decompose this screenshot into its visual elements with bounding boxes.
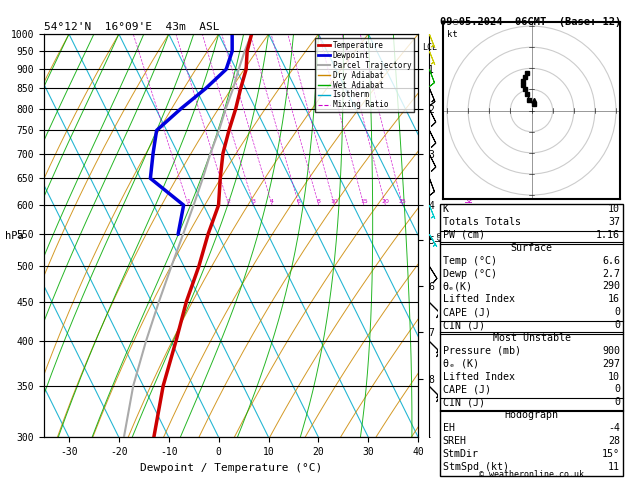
Text: Most Unstable: Most Unstable <box>493 333 571 343</box>
Text: 11: 11 <box>608 462 620 472</box>
Text: 09☉05.2024  06GMT  (Base: 12): 09☉05.2024 06GMT (Base: 12) <box>440 17 621 27</box>
Text: 25: 25 <box>399 199 406 204</box>
Text: kt: kt <box>447 30 458 39</box>
Text: θₑ (K): θₑ (K) <box>443 359 479 369</box>
Text: 290: 290 <box>602 281 620 292</box>
Text: -4: -4 <box>608 423 620 433</box>
Text: Lifted Index: Lifted Index <box>443 295 515 304</box>
Text: Totals Totals: Totals Totals <box>443 217 521 227</box>
Y-axis label: km
ASL: km ASL <box>435 228 455 243</box>
Text: Surface: Surface <box>511 243 552 253</box>
Text: Dewp (°C): Dewp (°C) <box>443 268 497 278</box>
Text: K: K <box>443 204 449 214</box>
Text: Mixing Ratio (g/kg): Mixing Ratio (g/kg) <box>466 188 475 283</box>
Text: 28: 28 <box>608 436 620 446</box>
Text: 2: 2 <box>226 199 231 204</box>
Text: 15°: 15° <box>602 449 620 459</box>
Text: hPa: hPa <box>4 231 23 241</box>
Text: 1: 1 <box>186 199 190 204</box>
Text: Hodograph: Hodograph <box>504 410 559 420</box>
Text: 8: 8 <box>317 199 321 204</box>
Text: CIN (J): CIN (J) <box>443 398 485 407</box>
Text: Temp (°C): Temp (°C) <box>443 256 497 266</box>
Text: θₑ(K): θₑ(K) <box>443 281 473 292</box>
Text: StmDir: StmDir <box>443 449 479 459</box>
Text: Pressure (mb): Pressure (mb) <box>443 346 521 356</box>
Text: 10: 10 <box>608 204 620 214</box>
Text: 20: 20 <box>382 199 389 204</box>
Text: PW (cm): PW (cm) <box>443 230 485 240</box>
Text: CAPE (J): CAPE (J) <box>443 307 491 317</box>
Text: 0: 0 <box>614 320 620 330</box>
Text: Lifted Index: Lifted Index <box>443 372 515 382</box>
Text: LCL: LCL <box>423 43 437 52</box>
Legend: Temperature, Dewpoint, Parcel Trajectory, Dry Adiabat, Wet Adiabat, Isotherm, Mi: Temperature, Dewpoint, Parcel Trajectory… <box>315 38 415 112</box>
Text: 10: 10 <box>608 372 620 382</box>
Text: 3: 3 <box>252 199 256 204</box>
Text: © weatheronline.co.uk: © weatheronline.co.uk <box>479 469 584 479</box>
Text: CIN (J): CIN (J) <box>443 320 485 330</box>
Text: 54°12'N  16°09'E  43m  ASL: 54°12'N 16°09'E 43m ASL <box>44 22 220 32</box>
Text: 1.16: 1.16 <box>596 230 620 240</box>
Text: 10: 10 <box>331 199 338 204</box>
Text: 15: 15 <box>360 199 368 204</box>
Text: CAPE (J): CAPE (J) <box>443 384 491 395</box>
Text: 2.7: 2.7 <box>602 268 620 278</box>
Text: StmSpd (kt): StmSpd (kt) <box>443 462 509 472</box>
Text: EH: EH <box>443 423 455 433</box>
Text: 4: 4 <box>270 199 274 204</box>
Text: SREH: SREH <box>443 436 467 446</box>
Text: 297: 297 <box>602 359 620 369</box>
Text: 16: 16 <box>608 295 620 304</box>
Text: 6: 6 <box>297 199 301 204</box>
Text: 0: 0 <box>614 384 620 395</box>
Text: 0: 0 <box>614 307 620 317</box>
Text: 0: 0 <box>614 398 620 407</box>
Text: 900: 900 <box>602 346 620 356</box>
X-axis label: Dewpoint / Temperature (°C): Dewpoint / Temperature (°C) <box>140 463 322 473</box>
Text: 37: 37 <box>608 217 620 227</box>
Text: 6.6: 6.6 <box>602 256 620 266</box>
